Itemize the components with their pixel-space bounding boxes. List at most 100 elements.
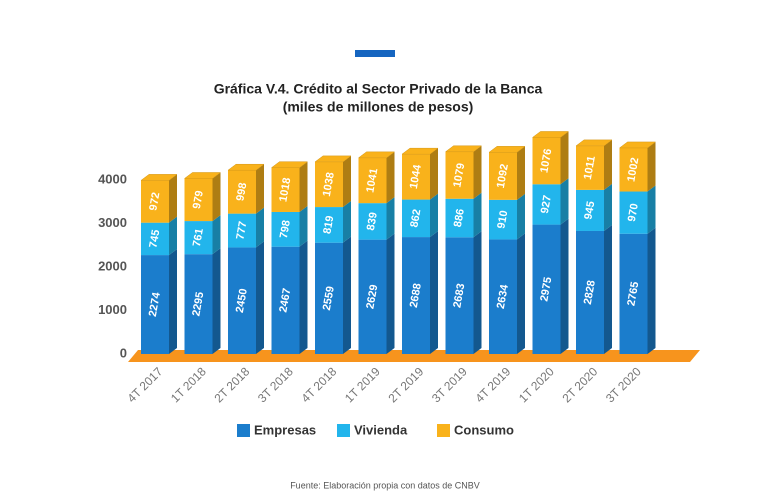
value-label: 972 bbox=[147, 191, 162, 211]
bar-segment bbox=[315, 242, 343, 354]
bar-segment bbox=[228, 170, 256, 214]
bar-side bbox=[517, 233, 525, 354]
value-label: 1038 bbox=[321, 171, 337, 197]
chart-subtitle: (miles de millones de pesos) bbox=[283, 99, 474, 115]
bar-top bbox=[357, 151, 396, 159]
value-label: 945 bbox=[582, 200, 597, 220]
value-label: 998 bbox=[234, 182, 249, 202]
y-tick-label: 2000 bbox=[98, 258, 127, 273]
bar-segment bbox=[445, 237, 474, 354]
bar-side bbox=[604, 139, 612, 190]
value-label: 1079 bbox=[451, 162, 467, 188]
bar-side bbox=[343, 236, 351, 354]
value-label: 2450 bbox=[234, 288, 250, 314]
bar-segment bbox=[228, 247, 256, 354]
bar-segment bbox=[619, 233, 648, 354]
bar-segment bbox=[141, 222, 169, 256]
bar-segment bbox=[141, 180, 169, 223]
value-label: 2765 bbox=[625, 281, 641, 307]
bar-segment bbox=[358, 203, 387, 240]
value-label: 910 bbox=[495, 210, 510, 230]
bar-side bbox=[386, 233, 395, 354]
legend-swatch bbox=[337, 424, 350, 437]
bar-top bbox=[444, 145, 483, 153]
bar-side bbox=[169, 216, 177, 256]
value-label: 2629 bbox=[364, 284, 380, 310]
bar-segment bbox=[576, 230, 604, 354]
bar-side bbox=[386, 151, 395, 204]
bar-top bbox=[183, 172, 222, 179]
bar-segment bbox=[271, 246, 300, 354]
bar-segment bbox=[489, 239, 517, 354]
bar-side bbox=[212, 215, 221, 255]
bar-segment bbox=[271, 211, 300, 247]
bar-side bbox=[169, 174, 177, 223]
source-note: Fuente: Elaboración propia con datos de … bbox=[290, 480, 480, 490]
bar-segment bbox=[358, 157, 387, 204]
bar-side bbox=[604, 224, 612, 354]
bar-side bbox=[517, 193, 525, 240]
bar-segment bbox=[445, 151, 474, 199]
value-label: 798 bbox=[278, 219, 293, 239]
bar-side bbox=[430, 193, 438, 238]
value-label: 970 bbox=[626, 203, 641, 223]
value-label: 2975 bbox=[538, 276, 554, 302]
bar-side bbox=[560, 178, 569, 225]
bar-top bbox=[618, 141, 657, 149]
bar-side bbox=[430, 148, 438, 200]
bar-side bbox=[299, 205, 308, 247]
legend-label: Vivienda bbox=[354, 422, 408, 437]
legend-swatch bbox=[437, 424, 450, 437]
bar-top bbox=[575, 139, 613, 147]
bar-segment bbox=[532, 137, 561, 185]
value-label: 1092 bbox=[495, 163, 511, 189]
value-label: 2634 bbox=[495, 283, 511, 310]
value-label: 839 bbox=[365, 211, 380, 231]
bar-side bbox=[647, 141, 656, 192]
chart-title: Gráfica V.4. Crédito al Sector Privado d… bbox=[214, 81, 543, 97]
legend-swatch bbox=[237, 424, 250, 437]
bar-segment bbox=[315, 161, 343, 208]
bar-top bbox=[314, 155, 352, 163]
bar-segment bbox=[358, 239, 387, 354]
bar-segment bbox=[141, 255, 169, 354]
bar-side bbox=[517, 146, 525, 200]
value-label: 1076 bbox=[538, 148, 554, 174]
bar-side bbox=[604, 183, 612, 231]
bar-segment bbox=[402, 199, 430, 238]
value-label: 1002 bbox=[625, 157, 641, 183]
bar-top bbox=[270, 161, 309, 168]
value-label: 862 bbox=[408, 208, 423, 228]
bar-side bbox=[256, 241, 264, 354]
bar-side bbox=[212, 248, 221, 354]
value-label: 2683 bbox=[451, 283, 467, 309]
value-label: 2295 bbox=[190, 291, 206, 317]
bar-side bbox=[473, 145, 482, 199]
value-label: 745 bbox=[147, 229, 162, 249]
bar-top bbox=[401, 147, 439, 155]
bar-segment bbox=[271, 167, 300, 212]
bar-segment bbox=[228, 213, 256, 248]
bar-segment bbox=[576, 145, 604, 190]
bar-segment bbox=[402, 237, 430, 354]
bar-segment bbox=[619, 191, 648, 234]
bar-segment bbox=[532, 224, 561, 354]
value-label: 1011 bbox=[582, 155, 598, 181]
bar-side bbox=[647, 227, 656, 354]
bar-side bbox=[560, 218, 569, 354]
legend-label: Consumo bbox=[454, 422, 514, 437]
y-tick-label: 3000 bbox=[98, 215, 127, 230]
value-label: 2467 bbox=[277, 287, 293, 313]
bar-side bbox=[343, 201, 351, 243]
y-tick-label: 1000 bbox=[98, 302, 127, 317]
bar-side bbox=[560, 131, 569, 185]
bar-side bbox=[299, 161, 308, 212]
bar-segment bbox=[532, 184, 561, 225]
y-tick-label: 0 bbox=[120, 345, 127, 360]
bar-side bbox=[473, 231, 482, 354]
bar-top bbox=[488, 146, 526, 153]
bar-segment bbox=[315, 207, 343, 243]
bar-top bbox=[227, 163, 265, 171]
bar-segment bbox=[402, 154, 430, 200]
